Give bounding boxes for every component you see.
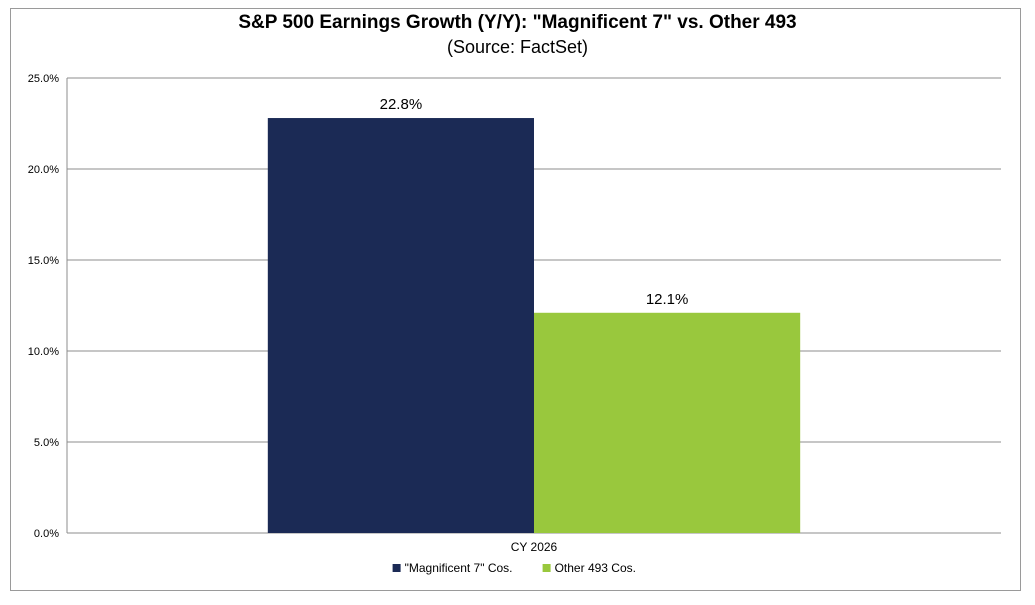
category-label: CY 2026 bbox=[511, 540, 558, 554]
data-label: 12.1% bbox=[646, 291, 689, 308]
y-tick-label: 25.0% bbox=[28, 73, 59, 85]
y-tick-label: 10.0% bbox=[28, 346, 59, 358]
legend-swatch bbox=[542, 564, 551, 572]
y-tick-label: 20.0% bbox=[28, 164, 59, 176]
labels: 22.8% 12.1% CY 2026 bbox=[380, 96, 689, 554]
legend-label: "Magnificent 7" Cos. bbox=[405, 561, 513, 575]
chart-subtitle: (Source: FactSet) bbox=[446, 37, 589, 57]
y-tick-label: 5.0% bbox=[34, 437, 59, 449]
bars bbox=[267, 118, 801, 533]
legend: "Magnificent 7" Cos. Other 493 Cos. bbox=[392, 561, 636, 575]
y-tick-label: 0.0% bbox=[34, 528, 59, 540]
bar-magnificent-7 bbox=[267, 118, 534, 533]
chart-title: S&P 500 Earnings Growth (Y/Y): "Magnific… bbox=[238, 12, 797, 33]
bar-other-493 bbox=[534, 312, 801, 533]
data-label: 22.8% bbox=[380, 96, 423, 113]
y-tick-label: 15.0% bbox=[28, 255, 59, 267]
legend-swatch bbox=[392, 564, 401, 572]
legend-label: Other 493 Cos. bbox=[555, 561, 636, 575]
